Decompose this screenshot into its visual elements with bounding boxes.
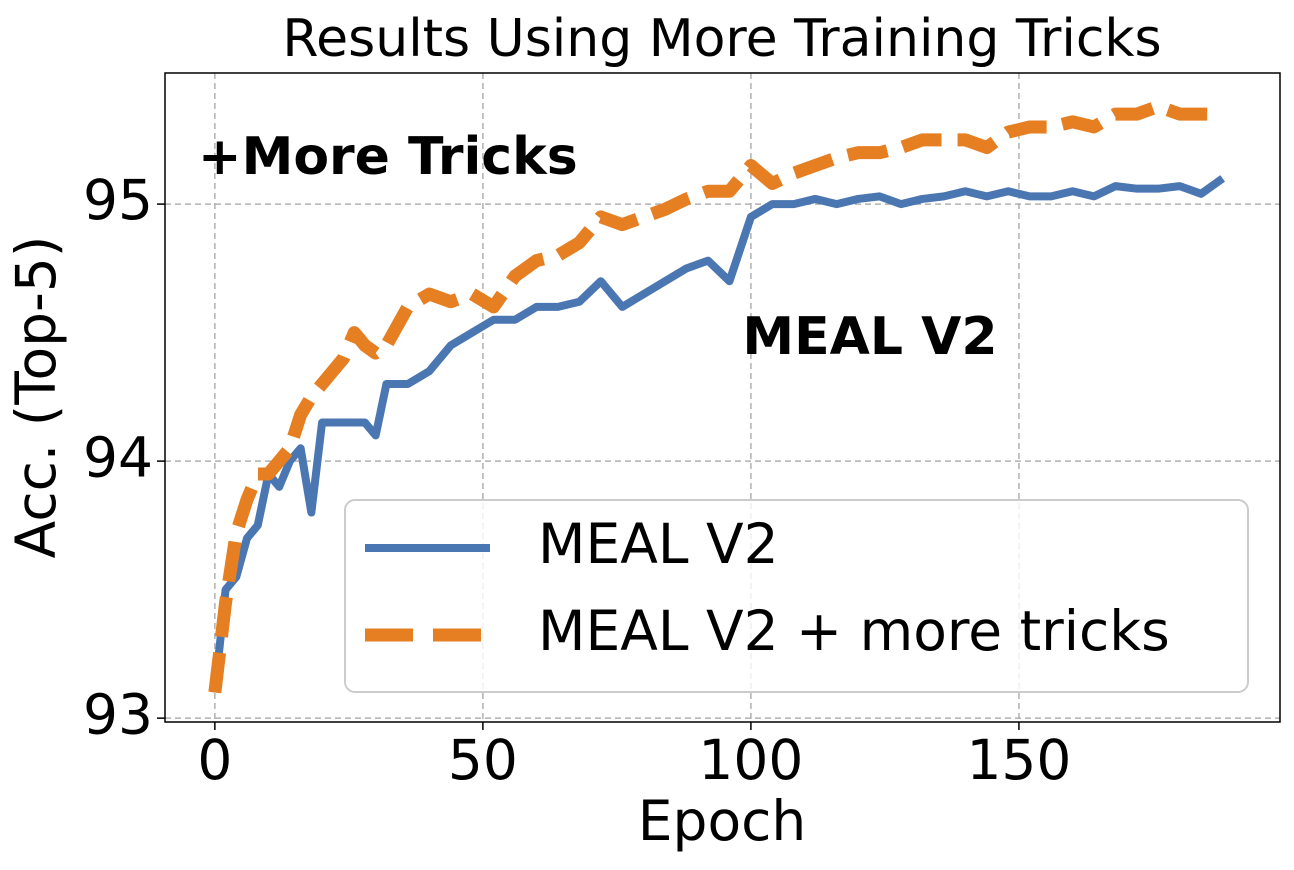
- x-tick-label: 100: [698, 728, 803, 792]
- x-tick-label: 50: [448, 728, 518, 792]
- y-tick-label: 93: [83, 682, 153, 746]
- series-line: [210, 175, 1225, 693]
- plot-frame: [164, 72, 1281, 723]
- y-tick-label: 95: [83, 168, 153, 232]
- y-tick-label: 94: [83, 425, 153, 489]
- chart-title: Results Using More Training Tricks: [282, 9, 1161, 69]
- legend-label: MEAL V2 + more tricks: [538, 599, 1170, 663]
- x-tick-label: 0: [197, 728, 232, 792]
- x-tick-label: 150: [966, 728, 1071, 792]
- annotation: MEAL V2: [742, 307, 997, 367]
- x-axis-label: Epoch: [638, 789, 806, 853]
- annotation: +More Tricks: [198, 127, 578, 187]
- y-axis-label: Acc. (Top-5): [4, 236, 68, 559]
- series-line: [208, 99, 1223, 694]
- legend-label: MEAL V2: [538, 512, 779, 576]
- legend-box: [344, 499, 1249, 693]
